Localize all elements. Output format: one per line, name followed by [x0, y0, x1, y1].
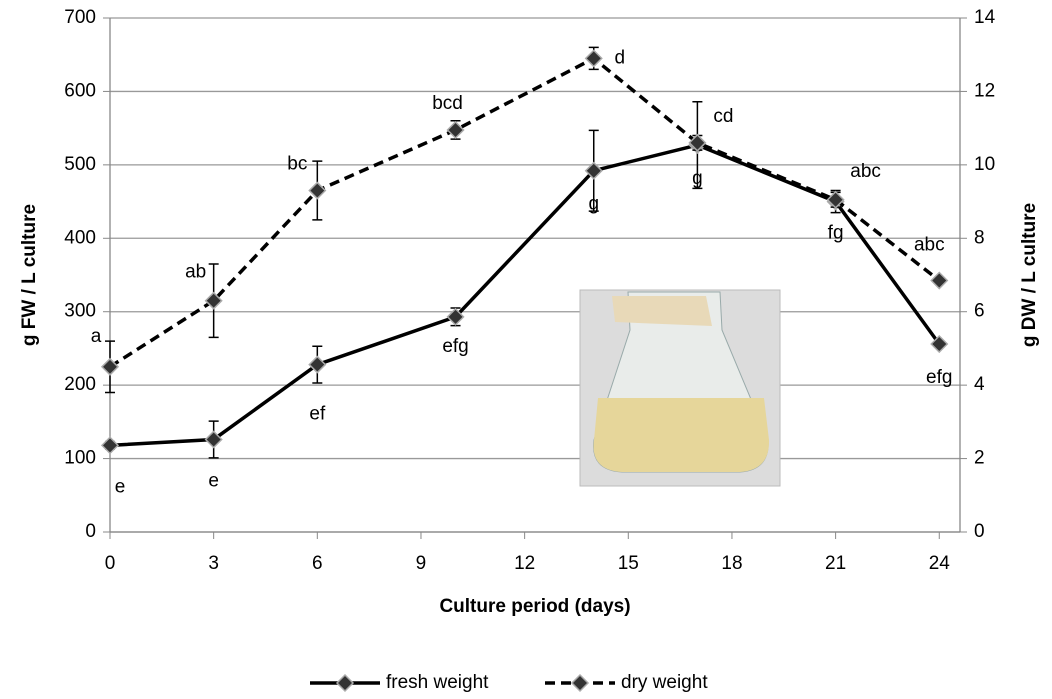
point-label: efg — [442, 336, 468, 357]
point-label: fg — [828, 223, 844, 244]
series-line — [109, 56, 941, 369]
y2-tick-label: 10 — [974, 154, 995, 175]
inset-photo — [579, 289, 781, 487]
point-label: g — [588, 194, 599, 215]
y-tick-label: 600 — [64, 80, 96, 101]
y2-tick-label: 6 — [974, 301, 985, 322]
y-axis-label: g FW / L culture — [19, 204, 40, 346]
photo-frame — [579, 289, 781, 487]
data-point — [308, 181, 327, 200]
y2-tick-label: 12 — [974, 80, 995, 101]
series-line — [109, 143, 941, 448]
point-label: g — [692, 168, 703, 189]
y-tick-label: 400 — [64, 227, 96, 248]
data-point — [688, 133, 707, 152]
point-label: abc — [914, 235, 945, 256]
y2-tick-label: 2 — [974, 448, 985, 469]
data-point — [826, 190, 845, 209]
point-label: abc — [850, 161, 881, 182]
x-tick-label: 12 — [514, 553, 535, 574]
point-label: bcd — [432, 93, 463, 114]
data-point — [100, 436, 120, 455]
point-label: d — [614, 47, 625, 68]
legend: fresh weight dry weight — [310, 672, 708, 693]
y2-tick-label: 14 — [974, 7, 996, 28]
y2-tick-label: 0 — [974, 521, 985, 542]
x-tick-label: 15 — [618, 553, 639, 574]
x-tick-label: 24 — [929, 553, 951, 574]
y-tick-label: 200 — [64, 374, 96, 395]
data-point — [204, 430, 223, 449]
y-tick-label: 0 — [85, 521, 96, 542]
legend-marker — [570, 673, 590, 693]
legend-label: dry weight — [621, 672, 708, 693]
x-tick-label: 18 — [721, 553, 742, 574]
point-label: ab — [185, 262, 206, 283]
point-label: e — [208, 470, 219, 491]
y-tick-label: 500 — [64, 154, 96, 175]
flask-label — [612, 296, 712, 326]
y-tick-label: 300 — [64, 301, 96, 322]
point-label: ef — [309, 404, 326, 425]
data-point — [308, 355, 327, 374]
point-label: efg — [926, 367, 952, 388]
y-tick-label: 100 — [64, 448, 96, 469]
x-axis-label: Culture period (days) — [439, 596, 630, 617]
y2-axis-label: g DW / L culture — [1019, 203, 1040, 347]
x-tick-label: 0 — [105, 553, 116, 574]
point-label: a — [91, 326, 102, 347]
grid — [110, 17, 960, 533]
legend-marker — [335, 673, 355, 693]
x-tick-label: 6 — [312, 553, 323, 574]
flask-culture — [593, 398, 770, 472]
point-label: cd — [713, 106, 733, 127]
data-point — [930, 334, 949, 354]
data-point — [100, 357, 120, 376]
legend-label: fresh weight — [386, 672, 489, 693]
y2-tick-label: 4 — [974, 374, 985, 395]
data-point — [204, 291, 223, 310]
point-label: bc — [287, 154, 307, 175]
x-tick-label: 21 — [825, 553, 846, 574]
x-tick-label: 9 — [416, 553, 427, 574]
data-point — [584, 161, 603, 180]
data-point — [584, 49, 603, 68]
data-point — [446, 120, 465, 140]
y2-tick-label: 8 — [974, 227, 985, 248]
point-label: e — [115, 476, 126, 497]
y-tick-label: 700 — [64, 7, 96, 28]
data-point — [446, 307, 465, 326]
data-point — [930, 271, 949, 290]
x-tick-label: 3 — [208, 553, 219, 574]
